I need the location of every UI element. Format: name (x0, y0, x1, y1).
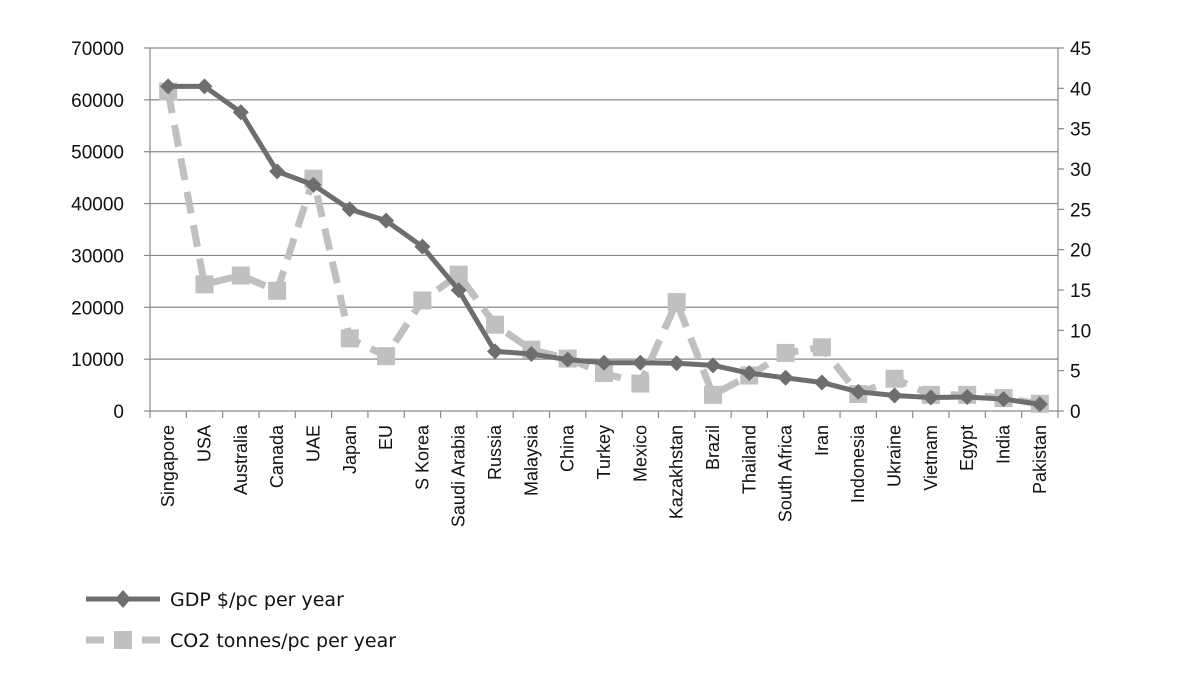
gdp-point (632, 354, 649, 371)
gdp-point (668, 355, 685, 372)
category-label: Vietnam (921, 425, 941, 491)
category-label: Japan (340, 425, 360, 474)
co2-point (268, 281, 287, 300)
gdp-point (232, 104, 249, 121)
gdp-point (886, 387, 903, 404)
gdp-point (487, 343, 504, 360)
left-tick-label: 60000 (71, 91, 124, 112)
category-label: USA (194, 425, 214, 462)
legend-marker-gdp (115, 590, 131, 608)
co2-point (595, 364, 613, 383)
right-tick-label: 30 (1070, 160, 1091, 181)
category-label: Pakistan (1030, 425, 1050, 494)
right-tick-label: 35 (1070, 120, 1091, 141)
gdp-point (777, 369, 794, 386)
gdp-point (378, 212, 395, 229)
co2-point (195, 275, 214, 294)
right-tick-label: 5 (1070, 362, 1081, 383)
gdp-point (959, 388, 976, 405)
category-label: Mexico (630, 425, 650, 482)
right-tick-label: 0 (1070, 402, 1081, 423)
category-label: Russia (485, 424, 505, 480)
category-label: Singapore (158, 425, 178, 507)
gdp-point (596, 354, 612, 371)
gdp-point (1031, 396, 1048, 413)
right-tick-label: 25 (1070, 200, 1091, 221)
legend-entry-co2: CO2 tonnes/pc per year (86, 630, 396, 652)
gdp-point (269, 163, 286, 180)
category-label: Iran (812, 425, 832, 456)
left-tick-label: 30000 (71, 246, 124, 267)
left-tick-label: 0 (113, 402, 124, 423)
gdp-point (704, 357, 721, 374)
left-tick-label: 50000 (71, 143, 124, 164)
category-label: South Africa (776, 424, 796, 522)
gdp-point (160, 78, 177, 95)
gdp-point (196, 78, 213, 95)
right-tick-label: 40 (1070, 79, 1091, 100)
category-label: Thailand (739, 425, 759, 494)
left-axis-ticks: 0 10000 20000 30000 40000 50000 60000 70000 (71, 39, 124, 423)
category-label: S Korea (412, 424, 432, 490)
co2-point (377, 347, 396, 366)
right-tick-label: 20 (1070, 241, 1091, 262)
co2-point (449, 265, 468, 284)
right-axis-ticks: 0 5 10 15 20 25 30 35 40 45 (1070, 39, 1091, 423)
category-labels: Singapore USA Australia Canada UAE Japan EU S K… (158, 424, 1050, 527)
grid-lines (150, 47, 1058, 360)
axes (144, 47, 1064, 418)
category-label: China (558, 424, 578, 472)
category-label: Kazakhstan (667, 425, 687, 519)
category-label: Ukraine (885, 425, 905, 487)
series-gdp (160, 78, 1048, 413)
legend: GDP $/pc per year CO2 tonnes/pc per year (86, 589, 396, 652)
category-label: Turkey (594, 425, 614, 479)
left-tick-label: 20000 (71, 298, 124, 319)
left-tick-label: 40000 (71, 195, 124, 216)
left-tick-label: 10000 (71, 350, 124, 371)
co2-point (486, 315, 505, 334)
co2-point (631, 374, 650, 393)
gdp-point (523, 345, 540, 362)
right-tick-label: 10 (1070, 321, 1091, 342)
category-label: Canada (267, 424, 287, 488)
gdp-point (995, 391, 1012, 408)
gdp-point (813, 374, 830, 391)
legend-marker-co2 (114, 631, 132, 649)
co2-point (703, 385, 722, 404)
category-label: Egypt (957, 425, 977, 471)
co2-point (885, 369, 904, 388)
co2-point (340, 329, 359, 348)
legend-entry-gdp: GDP $/pc per year (86, 589, 344, 611)
co2-point (812, 338, 831, 357)
gdp-point (305, 176, 322, 193)
co2-point (413, 291, 432, 310)
gdp-point (450, 282, 467, 299)
category-label: Australia (231, 424, 251, 495)
co2-point (667, 293, 686, 312)
gdp-point (559, 351, 576, 368)
category-label: Saudi Arabia (449, 424, 469, 527)
right-tick-label: 15 (1070, 281, 1091, 302)
legend-label-gdp: GDP $/pc per year (170, 589, 344, 611)
gdp-point (850, 383, 867, 400)
gdp-point (341, 201, 358, 218)
gdp-point (414, 238, 431, 255)
category-label: Brazil (703, 425, 723, 470)
right-tick-label: 45 (1070, 39, 1091, 60)
legend-label-co2: CO2 tonnes/pc per year (170, 630, 396, 652)
category-label: Malaysia (521, 424, 541, 496)
category-label: EU (376, 425, 396, 450)
category-label: India (994, 424, 1014, 464)
co2-point (776, 343, 795, 362)
gdp-point (922, 389, 939, 406)
gdp-point (741, 365, 758, 382)
co2-point (231, 266, 250, 285)
category-label: UAE (303, 425, 323, 462)
category-label: Indonesia (848, 424, 868, 503)
left-tick-label: 70000 (71, 39, 124, 60)
